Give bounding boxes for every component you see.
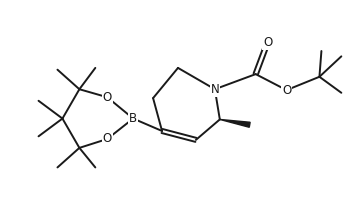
Text: O: O (103, 91, 112, 104)
Text: O: O (103, 132, 112, 146)
Text: B: B (129, 112, 137, 125)
Text: N: N (210, 83, 219, 96)
Text: O: O (282, 84, 291, 97)
Polygon shape (220, 119, 250, 127)
Text: O: O (263, 36, 272, 49)
